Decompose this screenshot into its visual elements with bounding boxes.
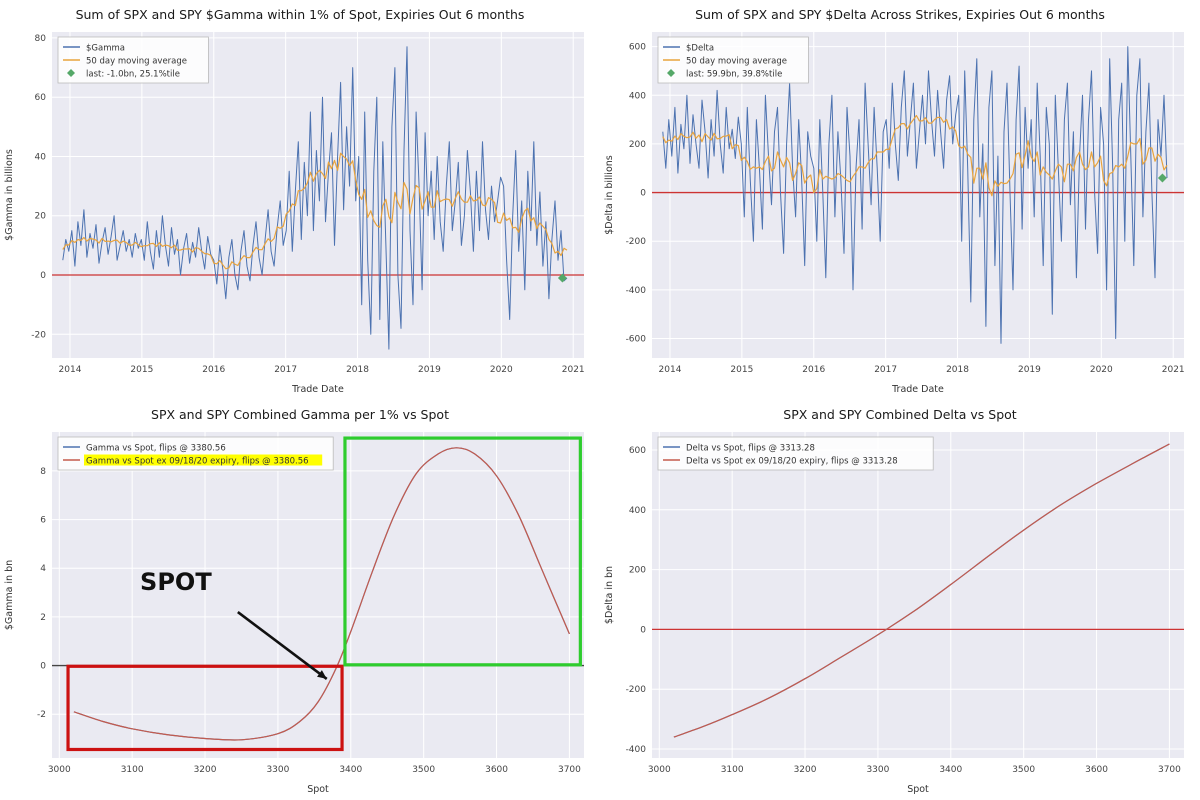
- svg-text:-20: -20: [31, 330, 46, 340]
- chart-title: SPX and SPY Combined Gamma per 1% vs Spo…: [151, 407, 449, 422]
- svg-text:2015: 2015: [130, 365, 153, 375]
- svg-text:50 day moving average: 50 day moving average: [686, 57, 787, 67]
- svg-text:2021: 2021: [1162, 365, 1185, 375]
- svg-text:2016: 2016: [202, 365, 225, 375]
- svg-text:-200: -200: [626, 237, 647, 247]
- svg-text:8: 8: [40, 467, 46, 477]
- svg-text:SPOT: SPOT: [140, 568, 212, 596]
- svg-text:200: 200: [629, 566, 646, 576]
- svg-text:3000: 3000: [648, 765, 671, 775]
- svg-text:2019: 2019: [1018, 365, 1041, 375]
- svg-text:2017: 2017: [874, 365, 897, 375]
- svg-text:2015: 2015: [730, 365, 753, 375]
- svg-text:400: 400: [629, 506, 646, 516]
- svg-text:60: 60: [35, 93, 47, 103]
- svg-text:-600: -600: [626, 335, 647, 345]
- svg-text:3100: 3100: [121, 765, 144, 775]
- svg-text:3500: 3500: [1012, 765, 1035, 775]
- svg-text:$Delta: $Delta: [686, 44, 714, 54]
- chart-title: Sum of SPX and SPY $Gamma within 1% of S…: [75, 7, 525, 22]
- svg-text:3400: 3400: [339, 765, 362, 775]
- gamma-timeseries-canvas: 2014 2015 2016 2017 2018 2019 2020 2021 -20 0 20 40…: [4, 32, 585, 395]
- svg-text:3100: 3100: [721, 765, 744, 775]
- svg-text:3700: 3700: [558, 765, 581, 775]
- svg-text:-400: -400: [626, 286, 647, 296]
- delta-vs-spot-chart: SPX and SPY Combined Delta vs Spot 3000 3…: [600, 400, 1200, 800]
- svg-text:2017: 2017: [274, 365, 297, 375]
- svg-text:2020: 2020: [490, 365, 513, 375]
- svg-text:200: 200: [629, 140, 646, 150]
- delta-vs-spot-canvas: 3000 3100 3200 3300 3400 3500 3600 3700 -400 -200…: [604, 432, 1184, 795]
- svg-text:-200: -200: [626, 685, 647, 695]
- svg-text:3700: 3700: [1158, 765, 1181, 775]
- svg-text:40: 40: [35, 152, 47, 162]
- svg-text:2018: 2018: [346, 365, 369, 375]
- svg-text:last: 59.9bn, 39.8%tile: last: 59.9bn, 39.8%tile: [686, 70, 782, 80]
- svg-text:2020: 2020: [1090, 365, 1113, 375]
- chart-title: SPX and SPY Combined Delta vs Spot: [783, 407, 1017, 422]
- svg-text:Spot: Spot: [307, 784, 329, 795]
- gamma-timeseries-chart: Sum of SPX and SPY $Gamma within 1% of S…: [0, 0, 600, 400]
- svg-text:3000: 3000: [48, 765, 71, 775]
- svg-text:-400: -400: [626, 745, 647, 755]
- svg-text:-2: -2: [37, 710, 46, 720]
- svg-text:Trade Date: Trade Date: [891, 384, 944, 395]
- svg-text:$Gamma in bn: $Gamma in bn: [4, 560, 15, 630]
- svg-text:2014: 2014: [659, 365, 682, 375]
- svg-text:Gamma vs Spot ex 09/18/20 expi: Gamma vs Spot ex 09/18/20 expiry, flips …: [86, 457, 309, 467]
- svg-text:2018: 2018: [946, 365, 969, 375]
- svg-text:Delta vs Spot ex 09/18/20 expi: Delta vs Spot ex 09/18/20 expiry, flips …: [686, 457, 898, 467]
- svg-text:20: 20: [35, 212, 47, 222]
- svg-text:50 day moving average: 50 day moving average: [86, 57, 187, 67]
- svg-text:2014: 2014: [59, 365, 82, 375]
- svg-text:80: 80: [35, 34, 47, 44]
- svg-text:$Gamma in billions: $Gamma in billions: [4, 149, 15, 241]
- svg-text:2021: 2021: [562, 365, 585, 375]
- svg-text:last: -1.0bn, 25.1%tile: last: -1.0bn, 25.1%tile: [86, 70, 180, 80]
- delta-timeseries-canvas: 2014 2015 2016 2017 2018 2019 2020 2021 -600 -400…: [604, 32, 1185, 395]
- svg-text:Delta vs Spot, flips @ 3313.28: Delta vs Spot, flips @ 3313.28: [686, 444, 815, 454]
- svg-text:$Delta in billions: $Delta in billions: [604, 155, 615, 235]
- svg-text:2016: 2016: [802, 365, 825, 375]
- svg-text:3500: 3500: [412, 765, 435, 775]
- svg-text:Spot: Spot: [907, 784, 929, 795]
- svg-text:0: 0: [640, 189, 646, 199]
- gamma-vs-spot-chart: SPX and SPY Combined Gamma per 1% vs Spo…: [0, 400, 600, 800]
- svg-text:3200: 3200: [194, 765, 217, 775]
- svg-text:0: 0: [640, 625, 646, 635]
- delta-timeseries-chart: Sum of SPX and SPY $Delta Across Strikes…: [600, 0, 1200, 400]
- svg-text:3400: 3400: [939, 765, 962, 775]
- svg-text:600: 600: [629, 446, 646, 456]
- gamma-vs-spot-canvas: 3000 3100 3200 3300 3400 3500 3600 3700 -2 0 2 4 6 8 S…: [4, 432, 584, 795]
- svg-text:0: 0: [40, 271, 46, 281]
- svg-text:$Delta in bn: $Delta in bn: [604, 566, 615, 624]
- svg-text:Trade Date: Trade Date: [291, 384, 344, 395]
- svg-text:3600: 3600: [1085, 765, 1108, 775]
- svg-text:400: 400: [629, 91, 646, 101]
- svg-text:3300: 3300: [866, 765, 889, 775]
- svg-text:3300: 3300: [266, 765, 289, 775]
- svg-text:3600: 3600: [485, 765, 508, 775]
- svg-text:6: 6: [40, 516, 46, 526]
- svg-text:$Gamma: $Gamma: [86, 44, 125, 54]
- svg-text:3200: 3200: [794, 765, 817, 775]
- svg-text:4: 4: [40, 564, 46, 574]
- chart-title: Sum of SPX and SPY $Delta Across Strikes…: [695, 7, 1105, 22]
- svg-text:0: 0: [40, 662, 46, 672]
- svg-text:Gamma vs Spot, flips @ 3380.56: Gamma vs Spot, flips @ 3380.56: [86, 444, 226, 454]
- svg-text:600: 600: [629, 43, 646, 53]
- svg-text:2019: 2019: [418, 365, 441, 375]
- svg-text:2: 2: [40, 613, 46, 623]
